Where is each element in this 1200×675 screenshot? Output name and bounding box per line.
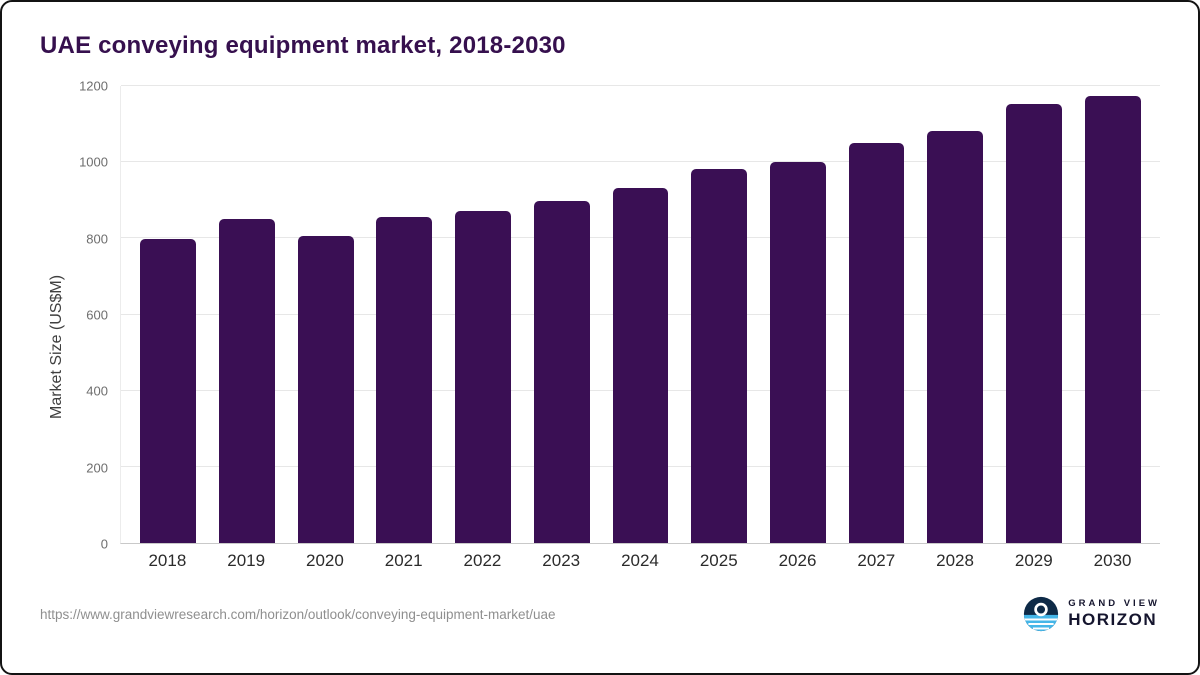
footer: https://www.grandviewresearch.com/horizo… <box>40 596 1160 632</box>
x-tick-label: 2029 <box>1014 551 1053 570</box>
bar-column <box>522 86 601 543</box>
grand-view-horizon-logo: GRAND VIEW HORIZON <box>1023 596 1160 632</box>
bar-column <box>916 86 995 543</box>
bar-2029 <box>1005 104 1062 543</box>
y-tick-label: 200 <box>86 460 108 476</box>
y-tick-label: 0 <box>100 536 108 552</box>
logo-text: GRAND VIEW HORIZON <box>1068 597 1160 629</box>
x-axis: 2018 2019 2020 2021 2022 2023 2024 2025 2026 2027… <box>74 544 1160 578</box>
x-tick-label: 2023 <box>542 551 581 570</box>
bar-chart: Market Size (US$M) 0 200 400 600 800 1000 1200… <box>40 79 1160 578</box>
plot-area <box>120 85 1160 544</box>
bar-2030 <box>1084 95 1141 543</box>
x-tick-label: 2024 <box>621 551 659 570</box>
bar-column <box>837 86 916 543</box>
x-tick-label: 2028 <box>936 551 974 570</box>
source-url[interactable]: https://www.grandviewresearch.com/horizo… <box>40 606 556 622</box>
bar-column <box>129 86 208 543</box>
x-tick-label: 2018 <box>148 551 187 570</box>
y-tick-label: 1000 <box>79 154 108 170</box>
bars-container <box>121 86 1160 543</box>
bar-column <box>601 86 680 543</box>
x-tick-label: 2027 <box>857 551 896 570</box>
y-tick-label: 600 <box>86 307 108 323</box>
bar-column <box>759 86 838 543</box>
bar-column <box>208 86 287 543</box>
bar-2018 <box>140 239 197 543</box>
gridline <box>121 161 1160 163</box>
bar-column <box>995 86 1074 543</box>
y-tick-label: 1200 <box>79 78 108 94</box>
x-tick-label: 2026 <box>778 551 817 570</box>
bar-2021 <box>376 217 433 543</box>
page-title: UAE conveying equipment market, 2018-203… <box>40 32 566 59</box>
bar-2026 <box>769 162 826 543</box>
bar-column <box>680 86 759 543</box>
x-tick-label: 2022 <box>463 551 502 570</box>
bar-column <box>365 86 444 543</box>
logo-horizon: HORIZON <box>1068 609 1158 629</box>
bar-2023 <box>533 201 590 543</box>
bar-2027 <box>848 143 905 543</box>
bar-column <box>286 86 365 543</box>
bar-2028 <box>927 130 984 543</box>
bar-column <box>444 86 523 543</box>
bar-2022 <box>455 210 512 543</box>
x-tick-label: 2025 <box>699 551 738 570</box>
bar-2020 <box>297 236 354 543</box>
x-axis-spacer <box>74 544 120 578</box>
x-tick-label: 2020 <box>306 551 344 570</box>
plot-row: 0 200 400 600 800 1000 1200 <box>74 79 1160 552</box>
y-tick-label: 800 <box>86 231 108 247</box>
y-axis-label: Market Size (US$M) <box>48 274 65 420</box>
y-tick-label: 400 <box>86 383 108 399</box>
bar-column <box>1073 86 1152 543</box>
bar-2024 <box>612 188 669 543</box>
bar-2025 <box>691 169 748 543</box>
y-axis-ticks: 0 200 400 600 800 1000 1200 <box>74 79 120 552</box>
x-axis-labels: 2018 2019 2020 2021 2022 2023 2024 2025 2026 2027… <box>120 544 1160 578</box>
bar-2019 <box>219 219 275 543</box>
x-tick-label: 2021 <box>384 551 423 570</box>
logo-grand-view: GRAND VIEW <box>1068 597 1160 609</box>
horizon-logo-icon <box>1024 596 1059 632</box>
gridline <box>121 85 1160 86</box>
x-tick-label: 2030 <box>1093 551 1132 570</box>
x-tick-label: 2019 <box>227 551 266 570</box>
chart-main: 0 200 400 600 800 1000 1200 2018 2019 2020 2021 20… <box>74 79 1160 578</box>
